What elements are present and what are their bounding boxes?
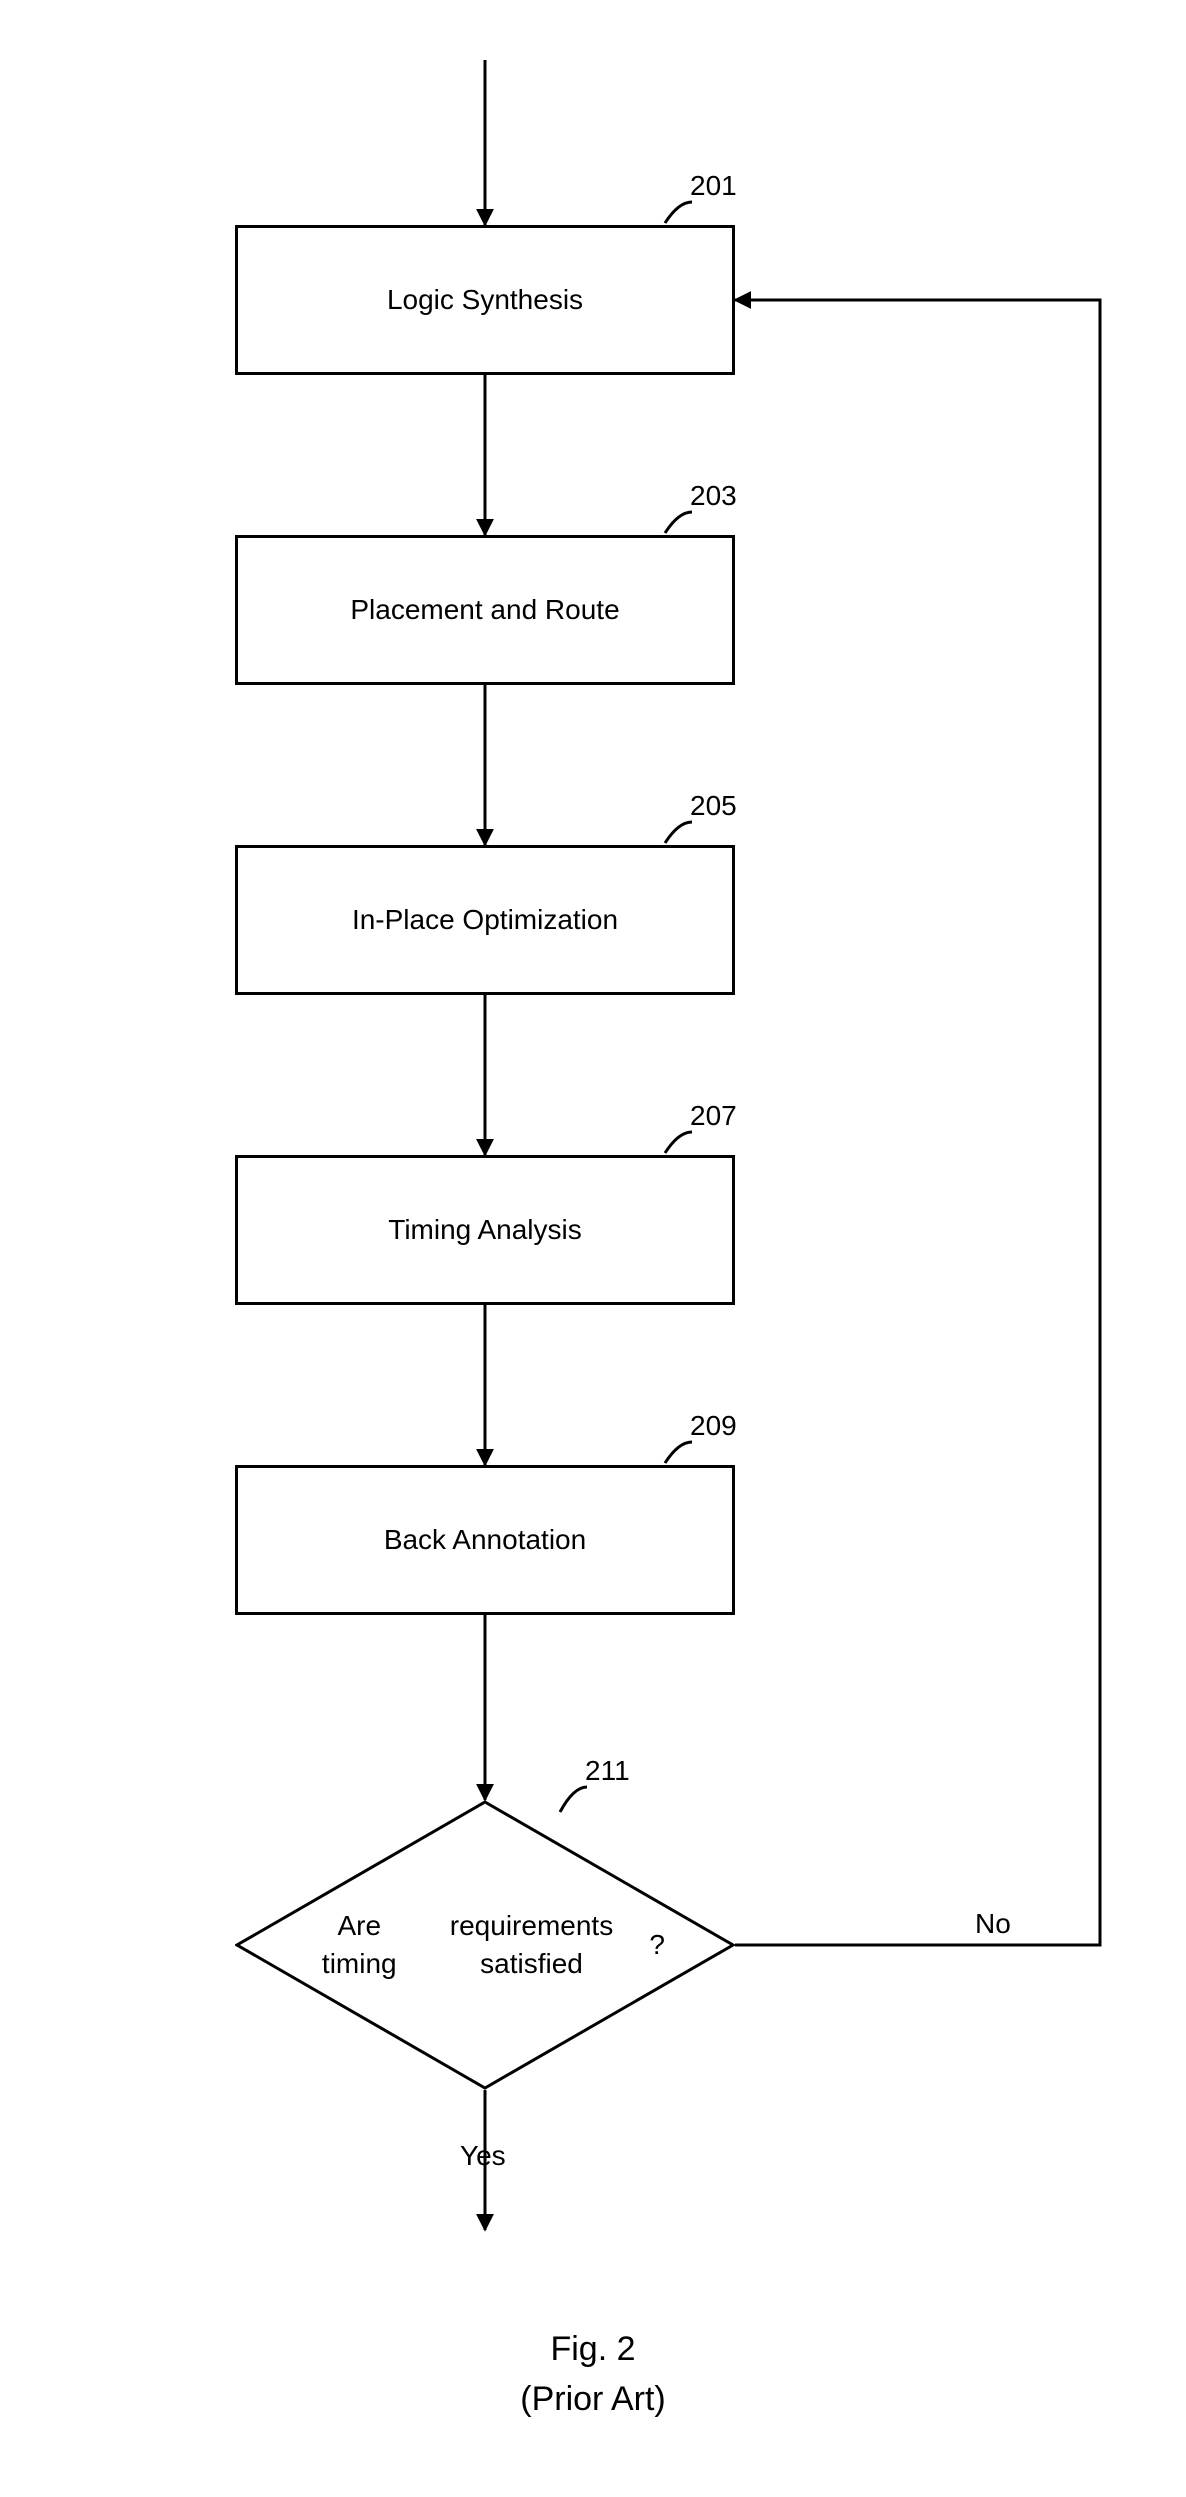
- reference-number: 203: [690, 480, 737, 512]
- figure-caption: (Prior Art): [0, 2380, 1186, 2419]
- figure-caption: Fig. 2: [0, 2330, 1186, 2369]
- process-box-label: In-Place Optimization: [352, 902, 618, 938]
- process-box: Placement and Route: [235, 535, 735, 685]
- decision-diamond-label: Are timingrequirements satisfied?: [235, 1800, 735, 2090]
- process-box: Logic Synthesis: [235, 225, 735, 375]
- edge-label: No: [975, 1908, 1011, 1940]
- reference-number: 201: [690, 170, 737, 202]
- process-box-label: Timing Analysis: [388, 1212, 581, 1248]
- flowchart-canvas: Logic Synthesis 201 Placement and Route 203…: [0, 0, 1186, 2497]
- decision-diamond: Are timingrequirements satisfied?: [235, 1800, 735, 2090]
- reference-number: 205: [690, 790, 737, 822]
- process-box-label: Back Annotation: [384, 1522, 586, 1558]
- process-box-label: Placement and Route: [350, 592, 619, 628]
- reference-number: 211: [585, 1755, 630, 1787]
- reference-number: 207: [690, 1100, 737, 1132]
- process-box: Timing Analysis: [235, 1155, 735, 1305]
- edge-label: Yes: [460, 2140, 506, 2172]
- process-box: Back Annotation: [235, 1465, 735, 1615]
- reference-number: 209: [690, 1410, 737, 1442]
- process-box: In-Place Optimization: [235, 845, 735, 995]
- process-box-label: Logic Synthesis: [387, 282, 583, 318]
